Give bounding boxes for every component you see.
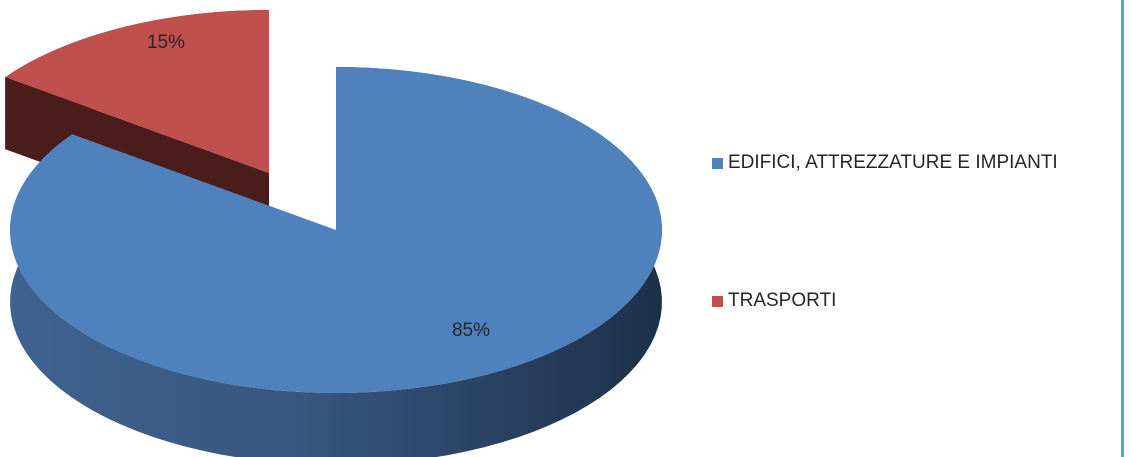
legend-swatch-edifici: [712, 157, 723, 169]
slice-top-edifici: [10, 67, 663, 393]
slice-edifici: [10, 67, 663, 457]
legend-item-trasporti: TRASPORTI: [712, 290, 836, 312]
legend: EDIFICI, ATTREZZATURE E IMPIANTI TRASPOR…: [712, 0, 1112, 457]
legend-item-edifici: EDIFICI, ATTREZZATURE E IMPIANTI: [712, 152, 1058, 174]
data-label-trasporti: 15%: [147, 32, 185, 53]
legend-swatch-trasporti: [712, 295, 723, 307]
frame-border: [1121, 0, 1124, 457]
data-label-edifici: 85%: [452, 320, 490, 341]
legend-label-edifici: EDIFICI, ATTREZZATURE E IMPIANTI: [728, 152, 1058, 173]
legend-label-trasporti: TRASPORTI: [728, 290, 837, 311]
slice-top-trasporti: [5, 10, 269, 173]
